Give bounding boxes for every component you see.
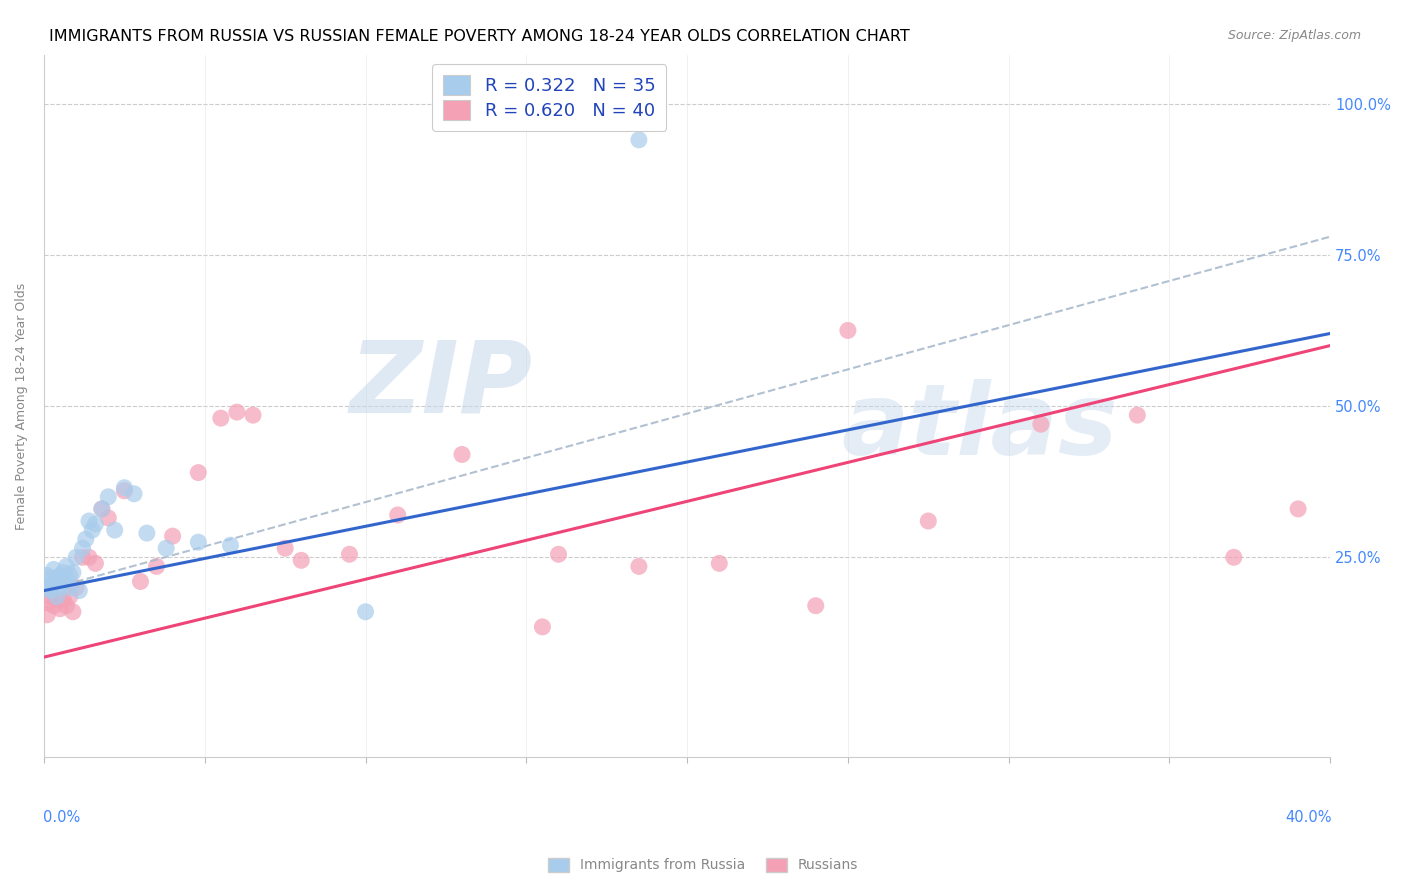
Point <box>62 566 84 580</box>
Point <box>627 559 650 574</box>
Point <box>52 566 75 580</box>
Point <box>65 550 87 565</box>
Point <box>77 550 100 565</box>
Point <box>1223 550 1246 565</box>
Point <box>39 590 62 604</box>
Point <box>112 481 135 495</box>
Point <box>42 577 65 591</box>
Point <box>52 592 75 607</box>
Point <box>209 411 232 425</box>
Point <box>72 541 94 556</box>
Text: IMMIGRANTS FROM RUSSIA VS RUSSIAN FEMALE POVERTY AMONG 18-24 YEAR OLDS CORRELATI: IMMIGRANTS FROM RUSSIA VS RUSSIAN FEMALE… <box>49 29 910 44</box>
Point <box>49 581 72 595</box>
Point <box>84 557 107 571</box>
Point <box>242 408 264 422</box>
Text: atlas: atlas <box>841 378 1118 475</box>
Point <box>55 572 77 586</box>
Point <box>55 559 77 574</box>
Point <box>75 532 97 546</box>
Point <box>451 447 474 461</box>
Point <box>67 583 90 598</box>
Point <box>129 574 152 589</box>
Point <box>59 590 82 604</box>
Point <box>122 487 145 501</box>
Point <box>339 547 361 561</box>
Point <box>226 405 249 419</box>
Point <box>77 514 100 528</box>
Point <box>627 133 650 147</box>
Point <box>837 323 859 337</box>
Point <box>59 581 82 595</box>
Point <box>162 529 184 543</box>
Point <box>135 526 157 541</box>
Point <box>917 514 939 528</box>
Point <box>97 511 120 525</box>
Point <box>547 547 569 561</box>
Point <box>49 601 72 615</box>
Point <box>354 605 377 619</box>
Point <box>52 574 75 589</box>
Point <box>65 581 87 595</box>
Point <box>62 605 84 619</box>
Point <box>45 590 67 604</box>
Point <box>709 557 731 571</box>
Point <box>804 599 827 613</box>
Legend: Immigrants from Russia, Russians: Immigrants from Russia, Russians <box>543 852 863 878</box>
Point <box>39 583 62 598</box>
Point <box>187 466 209 480</box>
Point <box>59 568 82 582</box>
Point <box>97 490 120 504</box>
Point <box>45 592 67 607</box>
Point <box>90 502 112 516</box>
Point <box>1286 502 1309 516</box>
Point <box>187 535 209 549</box>
Point <box>37 607 59 622</box>
Text: 0.0%: 0.0% <box>42 810 80 824</box>
Point <box>37 568 59 582</box>
Point <box>55 599 77 613</box>
Point <box>112 483 135 498</box>
Point <box>45 572 67 586</box>
Point <box>1126 408 1149 422</box>
Point <box>39 572 62 586</box>
Point <box>82 523 104 537</box>
Point <box>219 538 242 552</box>
Point <box>531 620 554 634</box>
Point <box>145 559 167 574</box>
Point <box>37 581 59 595</box>
Point <box>387 508 409 522</box>
Point <box>290 553 312 567</box>
Point <box>155 541 177 556</box>
Text: ZIP: ZIP <box>350 336 533 434</box>
Text: 40.0%: 40.0% <box>1285 810 1331 824</box>
Point <box>72 550 94 565</box>
Point <box>274 541 297 556</box>
Legend: R = 0.322   N = 35, R = 0.620   N = 40: R = 0.322 N = 35, R = 0.620 N = 40 <box>433 64 666 131</box>
Y-axis label: Female Poverty Among 18-24 Year Olds: Female Poverty Among 18-24 Year Olds <box>15 283 28 530</box>
Point <box>104 523 127 537</box>
Point <box>37 596 59 610</box>
Point <box>1029 417 1052 432</box>
Point <box>49 568 72 582</box>
Point <box>90 502 112 516</box>
Point <box>84 516 107 531</box>
Text: Source: ZipAtlas.com: Source: ZipAtlas.com <box>1227 29 1361 42</box>
Point <box>42 599 65 613</box>
Point <box>42 562 65 576</box>
